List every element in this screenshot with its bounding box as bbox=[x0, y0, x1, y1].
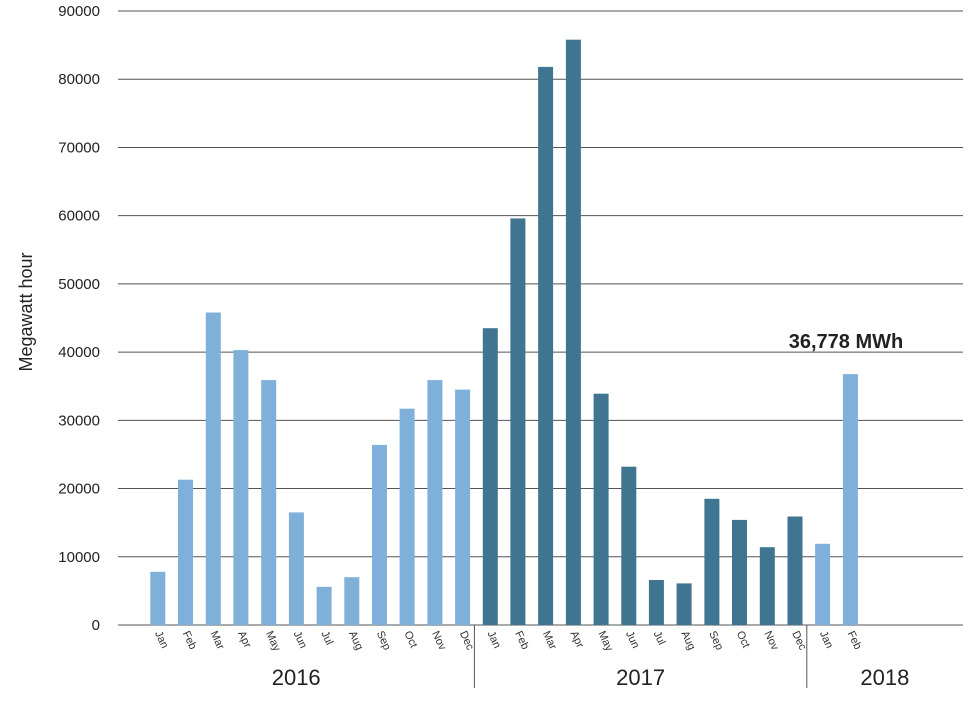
bars bbox=[150, 39, 858, 625]
x-tick-label: Feb bbox=[512, 629, 531, 651]
x-tick-label: Jan bbox=[485, 629, 503, 650]
year-label-2018: 2018 bbox=[860, 665, 909, 690]
bar-aug-2017 bbox=[676, 583, 692, 625]
x-tick-label: Jun bbox=[291, 629, 309, 650]
x-tick-label: Mar bbox=[208, 629, 227, 652]
x-tick-label: Jun bbox=[623, 629, 641, 650]
x-tick-label: Dec bbox=[789, 629, 808, 652]
x-tick-label: Feb bbox=[180, 629, 199, 651]
x-tick-label: May bbox=[595, 629, 615, 653]
y-tick-label: 50000 bbox=[58, 276, 100, 293]
x-tick-label: Aug bbox=[678, 629, 697, 652]
bar-feb-2017 bbox=[510, 218, 526, 625]
bar-sep-2017 bbox=[704, 498, 720, 625]
y-axis-ticks: 0 10000 20000 30000 40000 50000 60000 70000 8000… bbox=[58, 3, 100, 634]
bar-jan-2017 bbox=[482, 328, 498, 625]
bar-may-2017 bbox=[593, 393, 609, 625]
y-tick-label: 60000 bbox=[58, 208, 100, 225]
x-tick-label: Aug bbox=[346, 629, 365, 652]
bar-oct-2016 bbox=[399, 408, 415, 625]
bar-oct-2017 bbox=[732, 519, 747, 625]
x-axis-month-labels: Jan Feb Mar Apr May Jun Jul Aug Sep Oct Nov Dec Jan F… bbox=[152, 629, 863, 653]
x-axis-year-labels: 2016 2017 2018 bbox=[272, 665, 910, 690]
year-label-2016: 2016 bbox=[272, 665, 321, 690]
bar-jun-2017 bbox=[621, 466, 637, 625]
y-axis-title: Megawatt hour bbox=[16, 252, 36, 371]
y-tick-label: 40000 bbox=[58, 344, 100, 361]
bar-jan-2016 bbox=[150, 571, 166, 625]
x-tick-label: Jan bbox=[152, 629, 170, 650]
year-separators bbox=[473, 625, 808, 688]
x-tick-label: Jan bbox=[817, 629, 835, 650]
bar-apr-2017 bbox=[565, 39, 581, 625]
x-tick-label: Sep bbox=[374, 629, 393, 652]
bar-dec-2017 bbox=[787, 516, 803, 625]
bar-jan-2018 bbox=[815, 543, 831, 625]
bar-sep-2016 bbox=[372, 444, 387, 625]
y-tick-label: 90000 bbox=[58, 3, 100, 20]
bar-jul-2016 bbox=[316, 586, 332, 625]
bar-mar-2017 bbox=[538, 66, 554, 625]
x-tick-label: Jul bbox=[318, 629, 335, 647]
x-tick-label: Nov bbox=[429, 629, 448, 652]
y-tick-label: 70000 bbox=[58, 139, 100, 156]
y-tick-label: 10000 bbox=[58, 549, 100, 566]
bar-aug-2016 bbox=[344, 577, 360, 625]
bar-feb-2018 bbox=[842, 374, 858, 625]
x-tick-label: Apr bbox=[235, 629, 253, 650]
y-tick-label: 20000 bbox=[58, 481, 100, 498]
bar-jun-2016 bbox=[288, 512, 304, 625]
bar-nov-2017 bbox=[759, 547, 775, 625]
y-tick-label: 0 bbox=[92, 617, 100, 634]
x-tick-label: Apr bbox=[568, 629, 586, 650]
x-tick-label: Oct bbox=[734, 629, 752, 650]
y-tick-label: 30000 bbox=[58, 412, 100, 429]
bar-may-2016 bbox=[261, 380, 277, 625]
bar-dec-2016 bbox=[455, 389, 471, 625]
x-tick-label: Sep bbox=[706, 629, 725, 652]
bar-feb-2016 bbox=[178, 479, 193, 625]
y-tick-label: 80000 bbox=[58, 71, 100, 88]
x-tick-label: Jul bbox=[651, 629, 668, 647]
x-tick-label: May bbox=[263, 629, 283, 653]
x-tick-label: Mar bbox=[540, 629, 559, 652]
bar-nov-2016 bbox=[427, 380, 443, 625]
bar-jul-2017 bbox=[648, 580, 664, 625]
x-tick-label: Feb bbox=[845, 629, 864, 651]
bar-apr-2016 bbox=[233, 350, 249, 625]
x-tick-label: Oct bbox=[401, 629, 419, 650]
year-label-2017: 2017 bbox=[616, 665, 665, 690]
x-tick-label: Dec bbox=[457, 629, 476, 652]
bar-mar-2016 bbox=[205, 312, 221, 625]
x-tick-label: Nov bbox=[762, 629, 781, 652]
annotation-label: 36,778 MWh bbox=[789, 331, 903, 353]
